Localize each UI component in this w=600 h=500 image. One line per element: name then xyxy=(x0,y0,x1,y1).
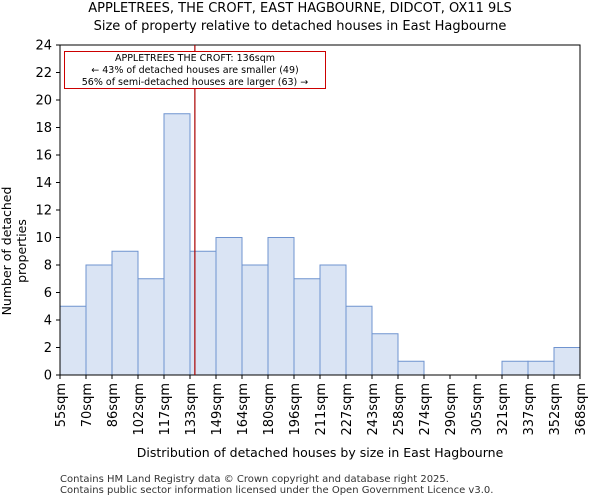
y-tick-label: 12 xyxy=(35,204,52,219)
x-tick-label: 290sqm xyxy=(444,383,459,436)
bar-196sqm xyxy=(293,278,321,376)
y-tick-label: 16 xyxy=(35,149,52,164)
y-tick-label: 24 xyxy=(35,39,52,54)
y-tick-label: 10 xyxy=(35,231,52,246)
x-tick-label: 180sqm xyxy=(262,383,277,436)
bar-352sqm xyxy=(553,347,581,376)
bars-group xyxy=(59,113,581,376)
bar-70sqm xyxy=(85,264,113,376)
bar-227sqm xyxy=(345,305,373,376)
y-tick-label: 22 xyxy=(35,66,52,81)
bar-321sqm xyxy=(501,360,529,376)
y-tick-label: 8 xyxy=(44,259,52,274)
chart-subtitle: Size of property relative to detached ho… xyxy=(93,19,507,34)
x-ticks-group: 55sqm 70sqm 86sqm 102sqm 117sqm 133sqm 149sqm 1… xyxy=(54,375,589,436)
x-tick-label: 86sqm xyxy=(106,383,121,427)
y-tick-label: 0 xyxy=(44,369,52,384)
footer-copyright: Contains HM Land Registry data © Crown c… xyxy=(60,474,449,485)
bar-149sqm xyxy=(215,237,243,376)
x-tick-label: 305sqm xyxy=(470,383,485,436)
y-tick-label: 14 xyxy=(35,176,52,191)
chart-title: APPLETREES, THE CROFT, EAST HAGBOURNE, D… xyxy=(88,1,512,16)
bar-86sqm xyxy=(111,250,139,376)
x-tick-label: 258sqm xyxy=(392,383,407,436)
x-tick-label: 274sqm xyxy=(418,383,433,436)
bar-55sqm xyxy=(59,305,87,376)
x-tick-label: 117sqm xyxy=(158,383,173,436)
x-tick-label: 352sqm xyxy=(548,383,563,436)
x-tick-label: 149sqm xyxy=(210,383,225,436)
x-axis-label: Distribution of detached houses by size … xyxy=(136,445,504,460)
x-tick-label: 211sqm xyxy=(314,383,329,436)
y-tick-label: 18 xyxy=(35,121,52,136)
x-tick-label: 70sqm xyxy=(80,383,95,427)
x-tick-label: 164sqm xyxy=(236,383,251,436)
x-tick-label: 102sqm xyxy=(132,383,147,436)
footer-licence: Contains public sector information licen… xyxy=(60,485,494,496)
bar-117sqm xyxy=(163,113,191,376)
annotation-box: APPLETREES THE CROFT: 136sqm ← 43% of de… xyxy=(64,51,326,89)
y-tick-label: 6 xyxy=(44,286,52,301)
bar-258sqm xyxy=(397,360,425,376)
x-tick-label: 227sqm xyxy=(340,383,355,436)
y-tick-label: 4 xyxy=(44,314,52,329)
x-tick-label: 55sqm xyxy=(54,383,69,427)
bar-337sqm xyxy=(527,360,555,376)
bar-211sqm xyxy=(319,264,347,376)
x-tick-label: 321sqm xyxy=(496,383,511,436)
y-tick-label: 2 xyxy=(44,341,52,356)
x-tick-label: 368sqm xyxy=(574,383,589,436)
y-tick-label: 20 xyxy=(35,94,52,109)
annotation-line-2: ← 43% of detached houses are smaller (49… xyxy=(91,65,299,76)
x-tick-label: 133sqm xyxy=(184,383,199,436)
bar-133sqm xyxy=(189,250,217,376)
annotation-line-1: APPLETREES THE CROFT: 136sqm xyxy=(114,53,276,64)
x-tick-label: 196sqm xyxy=(288,383,303,436)
x-tick-label: 243sqm xyxy=(366,383,381,436)
bar-243sqm xyxy=(371,333,399,376)
annotation-line-3: 56% of semi-detached houses are larger (… xyxy=(81,77,309,88)
y-axis-label: Number of detached properties xyxy=(0,186,29,316)
x-tick-label: 337sqm xyxy=(522,383,537,436)
bar-180sqm xyxy=(267,237,295,376)
bar-102sqm xyxy=(137,278,165,376)
bar-164sqm xyxy=(241,264,269,376)
